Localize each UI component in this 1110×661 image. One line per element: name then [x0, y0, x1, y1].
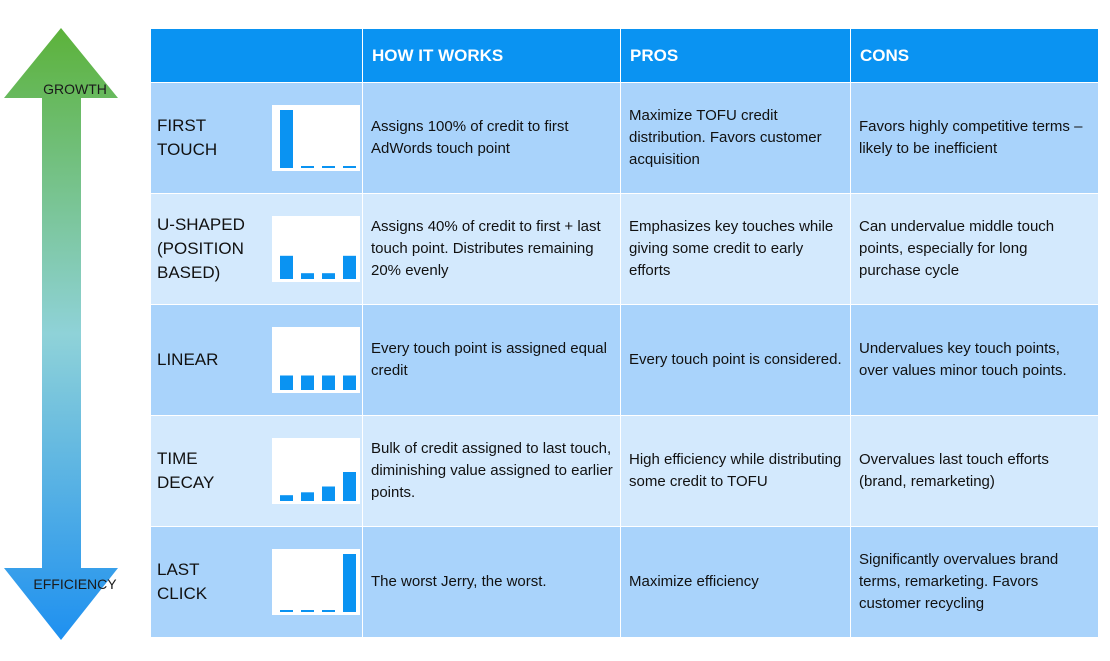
credit-bar-chart [272, 105, 360, 171]
model-name-line: CLICK [157, 584, 208, 603]
model-name: U-SHAPED (POSITION BASED) [157, 213, 265, 285]
model-name-line: TOUCH [157, 140, 218, 159]
how-it-works-cell: The worst Jerry, the worst. [362, 526, 621, 638]
credit-bar [343, 255, 356, 279]
credit-bar [280, 375, 293, 390]
credit-bar [343, 375, 356, 390]
credit-bar [301, 273, 314, 279]
table-row: TIME DECAY Bulk of credit assigned to las… [150, 415, 1099, 527]
header-cons: CONS [850, 28, 1099, 83]
pros-cell: Emphasizes key touches while giving some… [620, 193, 851, 305]
credit-bar [280, 255, 293, 279]
pros-cell: Every touch point is considered. [620, 304, 851, 416]
credit-bar [280, 110, 293, 168]
model-name-line: DECAY [157, 473, 215, 492]
credit-bar-chart [272, 216, 360, 282]
model-name-line: TIME [157, 449, 198, 468]
zero-credit-mark [322, 610, 335, 612]
credit-bars-svg [280, 375, 356, 390]
model-name-line: FIRST [157, 116, 207, 135]
model-name-line: BASED) [157, 263, 221, 282]
model-name-line: (POSITION [157, 239, 244, 258]
header-pros: PROS [620, 28, 851, 83]
header-how-it-works: HOW IT WORKS [362, 28, 621, 83]
credit-bar [322, 486, 335, 501]
double-arrow-icon [4, 28, 118, 640]
zero-credit-mark [343, 166, 356, 168]
pros-cell: Maximize efficiency [620, 526, 851, 638]
credit-bar [322, 273, 335, 279]
zero-credit-mark [301, 610, 314, 612]
zero-credit-mark [280, 610, 293, 612]
model-name: LINEAR [157, 348, 265, 372]
model-name-line: LAST [157, 560, 200, 579]
model-name: FIRST TOUCH [157, 114, 265, 162]
zero-credit-mark [322, 166, 335, 168]
cons-cell: Significantly overvalues brand terms, re… [850, 526, 1099, 638]
credit-bars-svg [280, 255, 356, 279]
pros-cell: High efficiency while distributing some … [620, 415, 851, 527]
how-it-works-cell: Bulk of credit assigned to last touch, d… [362, 415, 621, 527]
credit-bar [301, 492, 314, 501]
credit-bar-chart [272, 327, 360, 393]
cons-cell: Can undervalue middle touch points, espe… [850, 193, 1099, 305]
credit-bars-svg [280, 472, 356, 501]
attribution-models-table: HOW IT WORKS PROS CONS FIRST TOUCH Assign… [150, 28, 1099, 638]
cons-cell: Undervalues key touch points, over value… [850, 304, 1099, 416]
model-name: LAST CLICK [157, 558, 265, 606]
how-it-works-cell: Every touch point is assigned equal cred… [362, 304, 621, 416]
credit-bar [343, 554, 356, 612]
cons-cell: Favors highly competitive terms – likely… [850, 82, 1099, 194]
cons-cell: Overvalues last touch efforts (brand, re… [850, 415, 1099, 527]
table-row: U-SHAPED (POSITION BASED) Assigns 40% of c… [150, 193, 1099, 305]
how-it-works-cell: Assigns 100% of credit to first AdWords … [362, 82, 621, 194]
credit-bars-svg [280, 110, 356, 168]
credit-bar [301, 375, 314, 390]
growth-efficiency-arrow: GROWTH EFFICIENCY [0, 0, 150, 656]
credit-bar-chart [272, 549, 360, 615]
model-name-cell: LINEAR [150, 304, 363, 416]
model-name-line: LINEAR [157, 350, 219, 370]
model-name-cell: TIME DECAY [150, 415, 363, 527]
model-name-cell: FIRST TOUCH [150, 82, 363, 194]
how-it-works-cell: Assigns 40% of credit to first + last to… [362, 193, 621, 305]
model-name-cell: U-SHAPED (POSITION BASED) [150, 193, 363, 305]
credit-bar [343, 472, 356, 501]
pros-cell: Maximize TOFU credit distribution. Favor… [620, 82, 851, 194]
model-name-line: U-SHAPED [157, 215, 245, 234]
model-name-cell: LAST CLICK [150, 526, 363, 638]
credit-bar [280, 495, 293, 501]
credit-bar-chart [272, 438, 360, 504]
header-model [150, 28, 363, 83]
credit-bars-svg [280, 554, 356, 612]
table-row: LINEAR Every touch point is assigned equ… [150, 304, 1099, 416]
model-name: TIME DECAY [157, 447, 265, 495]
table-row: LAST CLICK The worst Jerry, the worst. Ma… [150, 526, 1099, 638]
credit-bar [322, 375, 335, 390]
table-row: FIRST TOUCH Assigns 100% of credit to fir… [150, 82, 1099, 194]
table-header-row: HOW IT WORKS PROS CONS [150, 28, 1099, 83]
growth-label: GROWTH [43, 81, 107, 97]
zero-credit-mark [301, 166, 314, 168]
efficiency-label: EFFICIENCY [33, 576, 117, 592]
